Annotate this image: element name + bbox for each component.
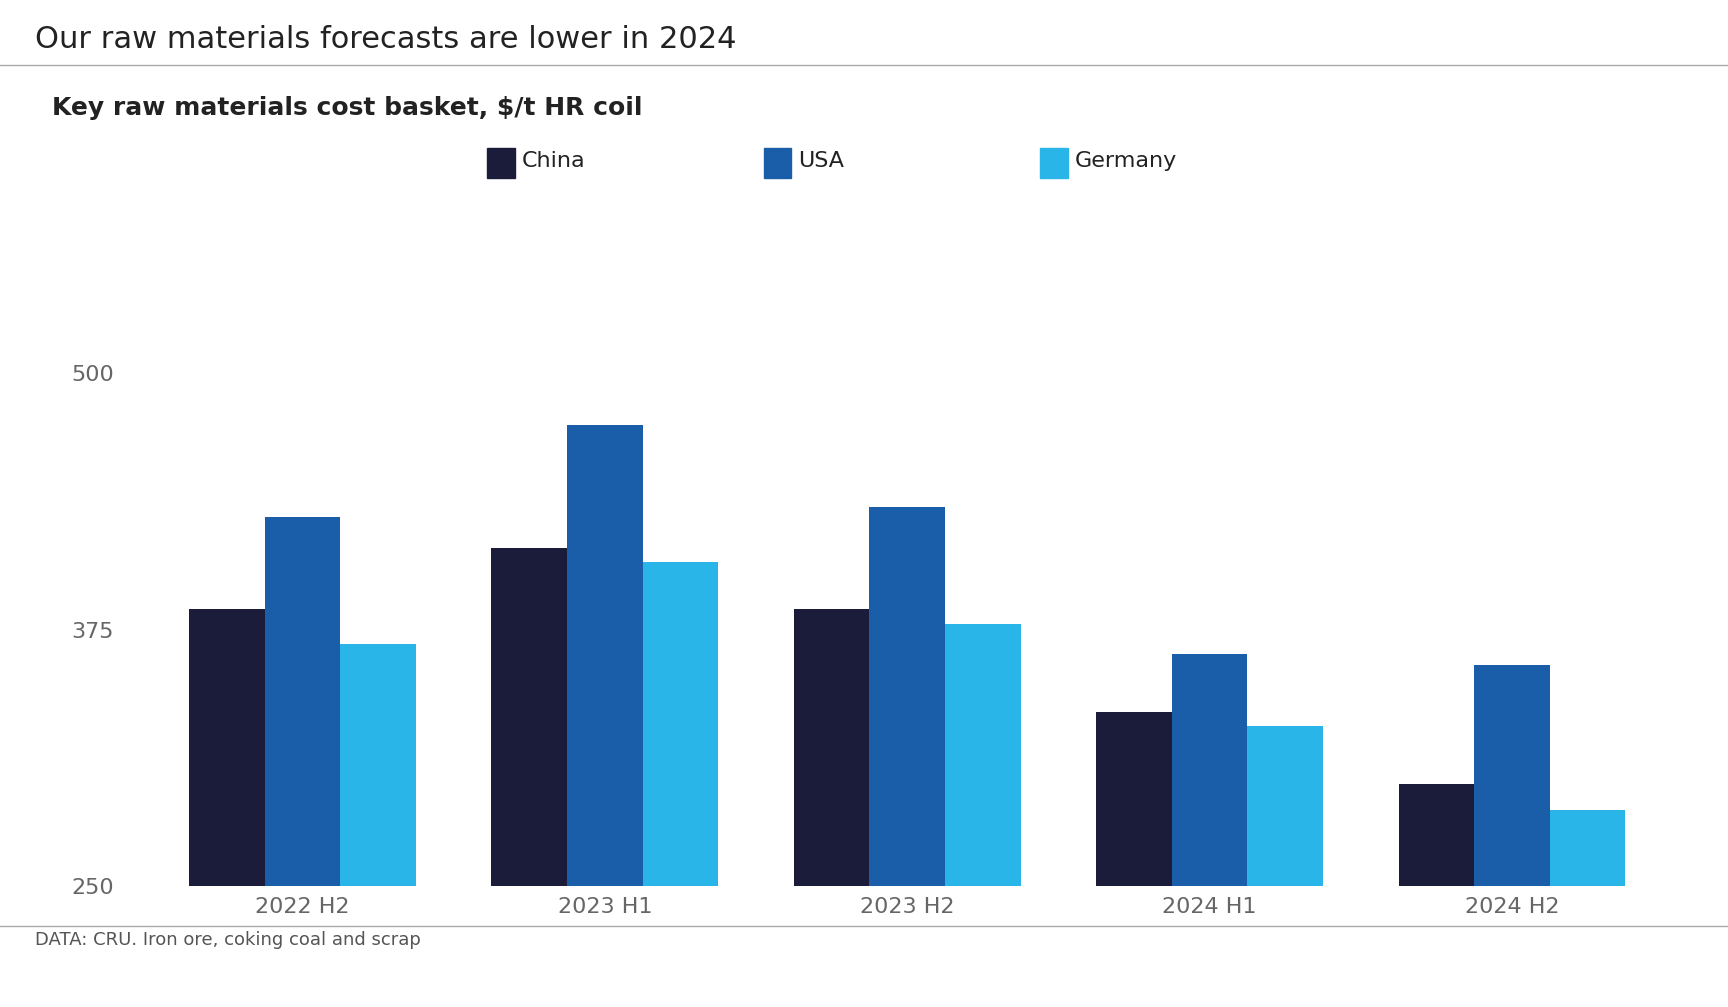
Bar (1398, 783, 1474, 886)
Bar (567, 425, 643, 886)
Text: USA: USA (798, 151, 845, 171)
Bar (1096, 712, 1172, 886)
Bar (340, 644, 416, 886)
Bar (491, 548, 567, 886)
Bar (1474, 665, 1550, 886)
Text: Our raw materials forecasts are lower in 2024: Our raw materials forecasts are lower in… (35, 25, 736, 54)
Bar (264, 517, 340, 886)
Bar (869, 507, 945, 886)
Bar (1172, 655, 1248, 886)
Bar (643, 562, 719, 886)
Text: China: China (522, 151, 586, 171)
Bar (188, 609, 264, 886)
Bar (1550, 811, 1626, 886)
Bar (945, 623, 1021, 886)
Text: Germany: Germany (1075, 151, 1177, 171)
Bar (793, 609, 869, 886)
Text: Key raw materials cost basket, $/t HR coil: Key raw materials cost basket, $/t HR co… (52, 96, 643, 120)
Text: DATA: CRU. Iron ore, coking coal and scrap: DATA: CRU. Iron ore, coking coal and scr… (35, 931, 420, 950)
Bar (1248, 726, 1324, 886)
